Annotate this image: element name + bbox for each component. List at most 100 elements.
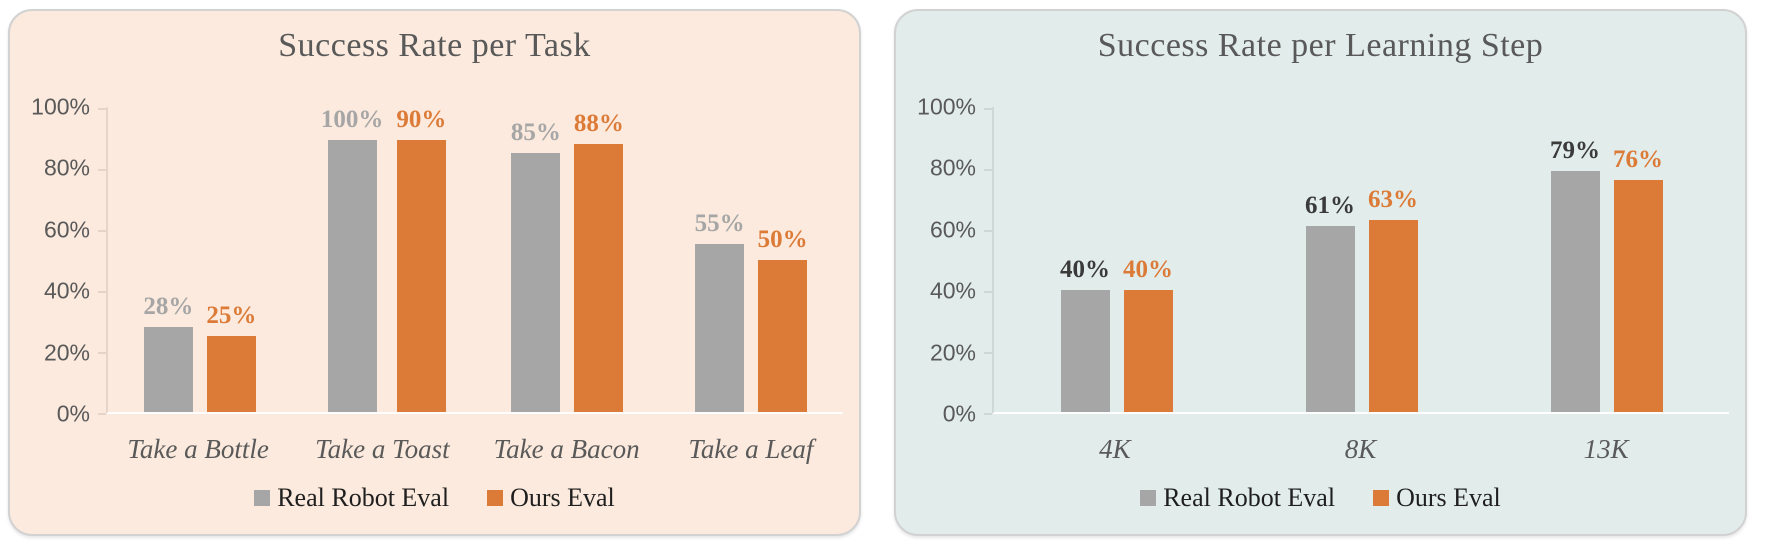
- y-axis-tick-label: 80%: [43, 154, 90, 181]
- data-label: 25%: [206, 301, 257, 329]
- y-axis-labels: 100% 80% 60% 40% 20% 0%: [896, 94, 992, 427]
- bar-with-label: 76%: [1613, 107, 1663, 412]
- legend: Real Robot Eval Ours Eval: [10, 483, 859, 513]
- legend-label: Ours Eval: [510, 483, 615, 512]
- data-label: 40%: [1060, 256, 1110, 283]
- legend-label: Real Robot Eval: [277, 483, 450, 512]
- y-axis-tick-label: 80%: [929, 154, 976, 181]
- y-axis-tick-mark: [984, 413, 992, 415]
- bar-with-label: 28%: [143, 107, 193, 412]
- y-axis-tick-mark: [98, 169, 106, 171]
- bar-with-label: 40%: [1060, 107, 1110, 412]
- y-axis-tick-mark: [984, 352, 992, 354]
- bar-with-label: 55%: [695, 107, 745, 412]
- data-label: 28%: [143, 292, 194, 320]
- data-label: 40%: [1123, 256, 1173, 283]
- chart-title: Success Rate per Task: [278, 27, 591, 64]
- category-label: 4K: [1099, 434, 1131, 464]
- legend-label: Real Robot Eval: [1163, 483, 1336, 512]
- bar-ours-eval: [574, 143, 624, 412]
- bar-ours-eval: [1123, 290, 1173, 412]
- category-label: Take a Toast: [315, 434, 450, 464]
- y-axis-tick-label: 60%: [929, 216, 976, 243]
- y-axis-tick-label: 60%: [43, 216, 90, 243]
- x-axis-labels: 4K 8K 13K: [992, 434, 1729, 465]
- bar-real-robot-eval: [327, 140, 377, 412]
- bar-group: 79% 76%: [1484, 107, 1729, 412]
- y-axis-tick-mark: [98, 230, 106, 232]
- chart-card-success-rate-per-task: Success Rate per Task 100% 80% 60% 40% 20% 0%…: [8, 9, 861, 536]
- chart-title: Success Rate per Learning Step: [1097, 27, 1544, 64]
- bar-ours-eval: [396, 140, 446, 412]
- data-label: 50%: [757, 225, 808, 253]
- y-axis-tick-label: 0%: [942, 400, 976, 427]
- bar-real-robot-eval: [1550, 171, 1600, 412]
- data-label: 79%: [1550, 137, 1600, 165]
- bar-with-label: 25%: [206, 107, 256, 412]
- y-axis-tick-label: 40%: [929, 277, 976, 304]
- category-label: Take a Bacon: [493, 434, 640, 464]
- data-label: 90%: [396, 106, 447, 133]
- data-label: 55%: [694, 210, 745, 238]
- bar-group: 100% 90%: [292, 107, 476, 412]
- y-axis-tick-mark: [98, 108, 106, 110]
- legend: Real Robot Eval Ours Eval: [896, 483, 1745, 513]
- category-label: 13K: [1583, 434, 1629, 464]
- category-label: Take a Bottle: [127, 434, 269, 464]
- y-axis-tick-label: 100%: [917, 93, 976, 120]
- y-axis-tick-label: 100%: [31, 93, 90, 120]
- bar-real-robot-eval: [695, 244, 745, 412]
- legend-item: Real Robot Eval: [1140, 483, 1335, 513]
- legend-swatch-icon: [1373, 490, 1390, 506]
- bar-with-label: 100%: [321, 107, 383, 412]
- chart-card-success-rate-per-learning-step: Success Rate per Learning Step 100% 80% 60…: [894, 9, 1747, 536]
- y-axis-labels: 100% 80% 60% 40% 20% 0%: [10, 94, 106, 427]
- bar-with-label: 79%: [1550, 107, 1600, 412]
- legend-item: Ours Eval: [487, 483, 615, 513]
- y-axis-tick-mark: [98, 291, 106, 293]
- plot-area: 28% 25% 100% 90% 85% 88% 55% 50%: [98, 107, 843, 415]
- bar-group: 85% 88%: [476, 107, 660, 412]
- legend-swatch-icon: [1140, 490, 1157, 506]
- chart-body: 100% 80% 60% 40% 20% 0% 40% 40% 61% 63% 79% 76%: [896, 94, 1745, 427]
- y-axis-tick-label: 20%: [43, 339, 90, 366]
- bar-group: 61% 63%: [1239, 107, 1484, 412]
- x-axis-labels: Take a Bottle Take a Toast Take a Bacon Tak…: [106, 434, 843, 465]
- y-axis-tick-mark: [984, 230, 992, 232]
- data-label: 85%: [510, 118, 561, 146]
- bar-ours-eval: [1613, 180, 1663, 412]
- bar-real-robot-eval: [511, 152, 561, 412]
- bar-real-robot-eval: [143, 326, 193, 412]
- y-axis-tick-label: 40%: [43, 277, 90, 304]
- y-axis-tick-label: 0%: [56, 400, 90, 427]
- legend-item: Real Robot Eval: [254, 483, 449, 513]
- bar-group: 40% 40%: [994, 107, 1239, 412]
- plot-area: 40% 40% 61% 63% 79% 76%: [984, 107, 1729, 415]
- bar-ours-eval: [758, 259, 808, 412]
- bar-with-label: 88%: [574, 107, 624, 412]
- legend-label: Ours Eval: [1396, 483, 1501, 512]
- bar-group: 28% 25%: [108, 107, 292, 412]
- bar-group: 55% 50%: [659, 107, 843, 412]
- data-label: 76%: [1613, 146, 1663, 174]
- bar-with-label: 63%: [1368, 107, 1418, 412]
- data-label: 61%: [1305, 191, 1355, 219]
- y-axis-tick-mark: [984, 169, 992, 171]
- bar-with-label: 40%: [1123, 107, 1173, 412]
- bar-with-label: 61%: [1305, 107, 1355, 412]
- y-axis-tick-mark: [984, 108, 992, 110]
- y-axis-tick-mark: [98, 413, 106, 415]
- category-label: 8K: [1344, 434, 1377, 464]
- bar-with-label: 90%: [396, 107, 446, 412]
- bar-ours-eval: [1368, 219, 1418, 412]
- bar-with-label: 85%: [511, 107, 561, 412]
- bar-real-robot-eval: [1060, 290, 1110, 412]
- legend-swatch-icon: [254, 490, 271, 506]
- category-label: Take a Leaf: [688, 434, 814, 464]
- data-label: 63%: [1368, 185, 1418, 213]
- legend-swatch-icon: [487, 490, 504, 506]
- y-axis-tick-label: 20%: [929, 339, 976, 366]
- legend-item: Ours Eval: [1373, 483, 1501, 513]
- bar-with-label: 50%: [758, 107, 808, 412]
